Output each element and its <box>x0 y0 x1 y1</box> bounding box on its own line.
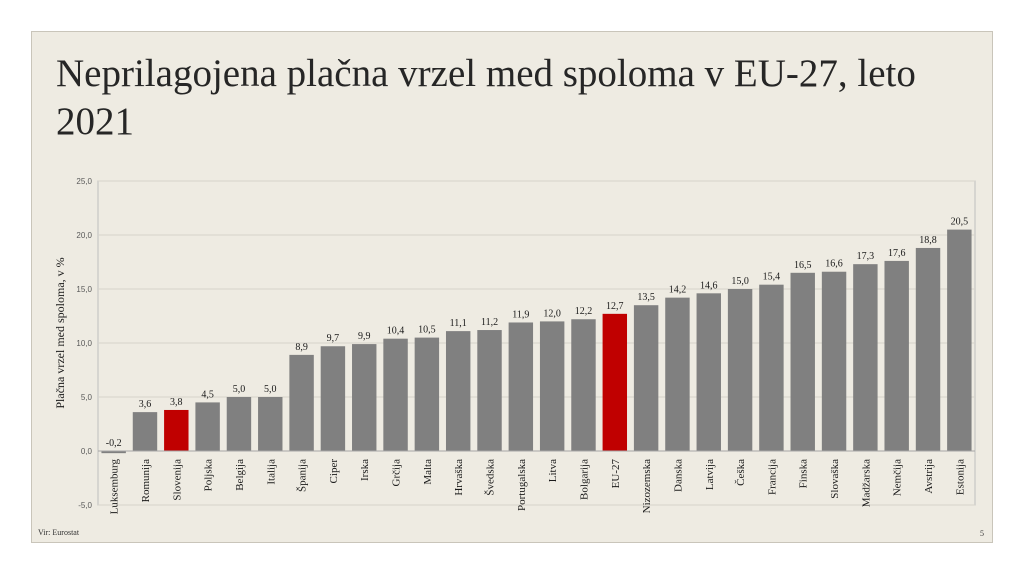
data-label: -0,2 <box>106 438 122 449</box>
data-label: 5,0 <box>233 384 246 395</box>
bar <box>539 321 565 451</box>
data-label: 12,0 <box>543 308 561 319</box>
bar-chart: -5,0 0,0 5,0 10,0 15,0 20,0 25,0 Plačna vrzel m… <box>53 177 976 515</box>
x-tick-label: Nizozemska <box>641 459 653 513</box>
bar <box>884 260 909 451</box>
bar <box>602 313 628 451</box>
x-tick-label: Portugalska <box>516 459 528 511</box>
data-label: 16,6 <box>825 259 843 270</box>
bar <box>383 338 408 451</box>
bar <box>164 409 189 451</box>
x-tick-label: Švedska <box>485 459 497 496</box>
bar <box>477 330 502 451</box>
data-label: 15,4 <box>763 272 781 283</box>
data-label: 14,2 <box>669 285 687 296</box>
bar <box>727 289 753 451</box>
bar <box>258 397 283 451</box>
x-tick-label: Nemčija <box>892 459 904 496</box>
x-tick-label: Bolgarija <box>578 459 590 500</box>
bar <box>696 293 721 451</box>
data-label: 11,9 <box>512 309 529 320</box>
data-label: 10,5 <box>418 325 436 336</box>
data-label: 3,6 <box>139 399 152 410</box>
data-label: 4,5 <box>201 389 214 400</box>
bar <box>665 297 690 451</box>
x-tick-label: EU-27 <box>610 459 622 489</box>
bar <box>226 397 252 451</box>
page-number: 5 <box>980 529 984 538</box>
bar <box>445 331 471 451</box>
bar <box>132 412 158 451</box>
bar <box>508 322 534 451</box>
y-tick-label: -5,0 <box>78 501 92 510</box>
data-label: 8,9 <box>295 342 308 353</box>
x-tick-label: Slovaška <box>829 459 841 499</box>
y-tick-label: 10,0 <box>76 339 92 348</box>
bar <box>571 319 596 451</box>
data-label: 17,6 <box>888 248 906 259</box>
x-tick-label: Estonija <box>954 459 966 495</box>
bar <box>947 229 972 451</box>
bar <box>790 272 815 451</box>
x-tick-label: Finska <box>798 459 810 488</box>
x-tick-label: Madžarska <box>860 459 872 507</box>
data-label: 13,5 <box>637 292 655 303</box>
data-label: 12,2 <box>575 306 593 317</box>
y-tick-label: 5,0 <box>81 393 93 402</box>
data-label: 5,0 <box>264 384 277 395</box>
bar <box>915 247 941 451</box>
x-tick-label: Belgija <box>234 459 246 491</box>
data-label: 9,7 <box>327 333 340 344</box>
data-label: 14,6 <box>700 280 718 291</box>
slide-title: Neprilagojena plačna vrzel med spoloma v… <box>56 52 916 143</box>
x-tick-label: Italija <box>265 459 277 485</box>
bar <box>414 337 440 451</box>
x-tick-label: Malta <box>422 459 434 485</box>
x-tick-label: Danska <box>672 459 684 492</box>
x-tick-label: Španija <box>297 459 309 492</box>
bar <box>289 354 314 451</box>
bar <box>195 402 220 451</box>
x-tick-label: Grčija <box>391 459 403 487</box>
x-tick-label: Ciper <box>328 459 340 484</box>
data-label: 12,7 <box>606 301 624 312</box>
x-tick-label: Litva <box>547 459 559 482</box>
y-axis-label: Plačna vrzel med spoloma, v % <box>53 257 67 408</box>
y-tick-label: 25,0 <box>76 177 92 186</box>
bar <box>821 271 847 451</box>
bar <box>101 451 126 454</box>
bar <box>759 284 784 451</box>
x-tick-label: Romunija <box>140 459 152 503</box>
x-tick-label: Hrvaška <box>453 459 465 496</box>
slide: Neprilagojena plačna vrzel med spoloma v… <box>31 31 993 543</box>
y-tick-label: 0,0 <box>81 447 93 456</box>
data-label: 15,0 <box>731 276 749 287</box>
data-label: 16,5 <box>794 260 812 271</box>
data-label: 20,5 <box>951 217 969 228</box>
data-label: 11,2 <box>481 317 498 328</box>
x-tick-label: Avstrija <box>923 459 935 494</box>
data-label: 3,8 <box>170 397 183 408</box>
x-tick-label: Češka <box>735 459 747 486</box>
data-label: 17,3 <box>857 251 875 262</box>
source-note: Vir: Eurostat <box>38 528 80 537</box>
bar <box>633 305 659 451</box>
x-tick-label: Slovenija <box>171 459 183 501</box>
x-tick-label: Luksemburg <box>109 459 121 515</box>
y-tick-label: 20,0 <box>76 231 92 240</box>
bar <box>352 344 377 451</box>
data-label: 11,1 <box>450 318 467 329</box>
x-tick-label: Poljska <box>203 459 215 492</box>
y-tick-label: 15,0 <box>76 285 92 294</box>
data-label: 10,4 <box>387 326 405 337</box>
bar <box>853 264 878 451</box>
x-tick-label: Irska <box>359 459 371 481</box>
data-label: 18,8 <box>919 235 937 246</box>
data-label: 9,9 <box>358 331 371 342</box>
x-tick-label: Francija <box>766 459 778 495</box>
bar <box>320 346 346 451</box>
x-tick-label: Latvija <box>704 459 716 490</box>
